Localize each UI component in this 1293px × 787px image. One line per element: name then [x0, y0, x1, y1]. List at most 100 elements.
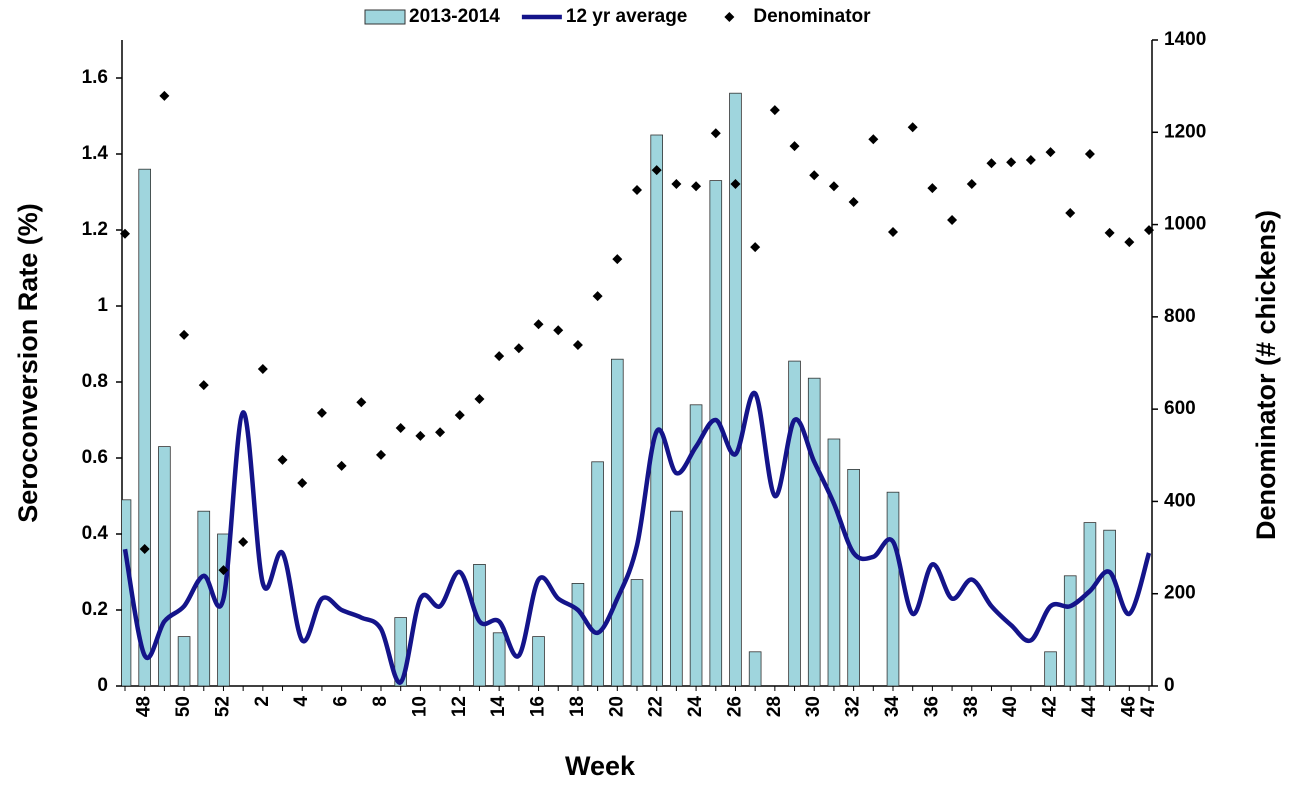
- point: [1065, 208, 1076, 219]
- legend-label: Denominator: [753, 6, 871, 27]
- point: [277, 454, 288, 465]
- lines: [122, 391, 1152, 685]
- point: [1084, 148, 1095, 159]
- x-tick-label: 28: [764, 696, 785, 717]
- x-tick-label: 47: [1138, 696, 1159, 717]
- x-tick-label: 18: [567, 696, 588, 717]
- point: [179, 329, 190, 340]
- point: [474, 393, 485, 404]
- y2-axis-title: Denominator (# chickens): [1251, 210, 1281, 540]
- bar: [1083, 522, 1097, 686]
- point: [415, 430, 426, 441]
- point: [651, 165, 662, 176]
- point: [1104, 227, 1115, 238]
- y-tick-label: 0.4: [82, 523, 109, 544]
- bar: [1044, 651, 1057, 686]
- bar: [138, 168, 152, 686]
- x-tick-label: 42: [1040, 696, 1061, 717]
- point: [120, 228, 130, 239]
- y-tick-label: 0.6: [82, 447, 108, 468]
- point: [336, 460, 347, 471]
- legend-swatch: [724, 12, 735, 22]
- point: [809, 170, 820, 181]
- x-tick-label: 52: [212, 696, 233, 717]
- y2-tick-label: 800: [1164, 306, 1196, 327]
- x-tick-label: 36: [921, 696, 942, 717]
- bar: [886, 491, 900, 686]
- bar: [670, 510, 683, 686]
- point: [947, 214, 958, 225]
- point: [966, 178, 977, 189]
- x-tick-label: 44: [1079, 696, 1100, 718]
- legend-label: 12 yr average: [566, 6, 688, 27]
- bar: [492, 632, 506, 686]
- point: [533, 319, 544, 330]
- point: [691, 181, 702, 192]
- bar: [1063, 575, 1077, 686]
- y2-tick-label: 1200: [1164, 121, 1206, 142]
- point: [572, 340, 583, 351]
- point: [907, 122, 918, 133]
- line: [122, 391, 1152, 685]
- x-tick-label: 46: [1118, 696, 1139, 717]
- bar: [217, 533, 230, 686]
- point: [198, 380, 209, 391]
- point: [395, 423, 406, 434]
- point: [769, 105, 780, 116]
- x-tick-label: 40: [1000, 696, 1021, 717]
- y-tick-label: 0.8: [82, 371, 108, 392]
- point: [848, 196, 859, 207]
- point: [868, 134, 879, 145]
- bar: [591, 461, 604, 686]
- point: [553, 325, 564, 336]
- x-tick-label: 10: [409, 696, 430, 717]
- point: [139, 543, 150, 554]
- bar: [847, 468, 860, 686]
- x-tick-label: 32: [843, 696, 864, 717]
- point: [1025, 154, 1036, 165]
- bar: [748, 651, 762, 686]
- point: [730, 178, 741, 189]
- bar: [709, 180, 723, 686]
- x-tick-label: 6: [331, 696, 352, 707]
- point: [632, 184, 642, 195]
- x-tick-label: 14: [488, 696, 509, 718]
- point: [356, 397, 367, 408]
- bar: [394, 617, 407, 686]
- x-axis-title: Week: [565, 751, 636, 781]
- point: [612, 254, 623, 265]
- x-tick-label: 26: [724, 696, 745, 717]
- bar: [197, 510, 211, 686]
- bar: [122, 499, 132, 686]
- point: [986, 158, 997, 169]
- bar: [689, 404, 703, 686]
- x-tick-label: 24: [685, 696, 706, 718]
- x-tick-label: 22: [646, 696, 667, 717]
- x-tick-label: 30: [803, 696, 824, 717]
- bar: [630, 579, 644, 686]
- point: [297, 477, 308, 488]
- bar: [571, 583, 585, 686]
- point: [316, 407, 327, 418]
- bar: [729, 92, 742, 686]
- x-tick-label: 2: [252, 696, 273, 707]
- y2-tick-label: 200: [1164, 583, 1196, 604]
- point: [494, 351, 505, 362]
- y2-tick-label: 1000: [1164, 214, 1206, 235]
- y2-tick-label: 400: [1164, 490, 1196, 511]
- bar: [807, 377, 821, 686]
- point: [238, 537, 249, 548]
- point: [513, 343, 524, 354]
- point: [454, 410, 465, 421]
- x-tick-label: 20: [606, 696, 627, 717]
- y-tick-label: 1.6: [82, 67, 108, 88]
- y2-tick-label: 0: [1164, 675, 1175, 696]
- bar: [158, 446, 171, 686]
- bar: [1103, 529, 1116, 686]
- y-tick-label: 1.2: [82, 219, 108, 240]
- bar: [827, 438, 841, 686]
- legend-label: 2013-2014: [409, 6, 500, 27]
- y-tick-label: 1: [97, 295, 108, 316]
- point: [1124, 237, 1135, 248]
- point: [1144, 225, 1154, 236]
